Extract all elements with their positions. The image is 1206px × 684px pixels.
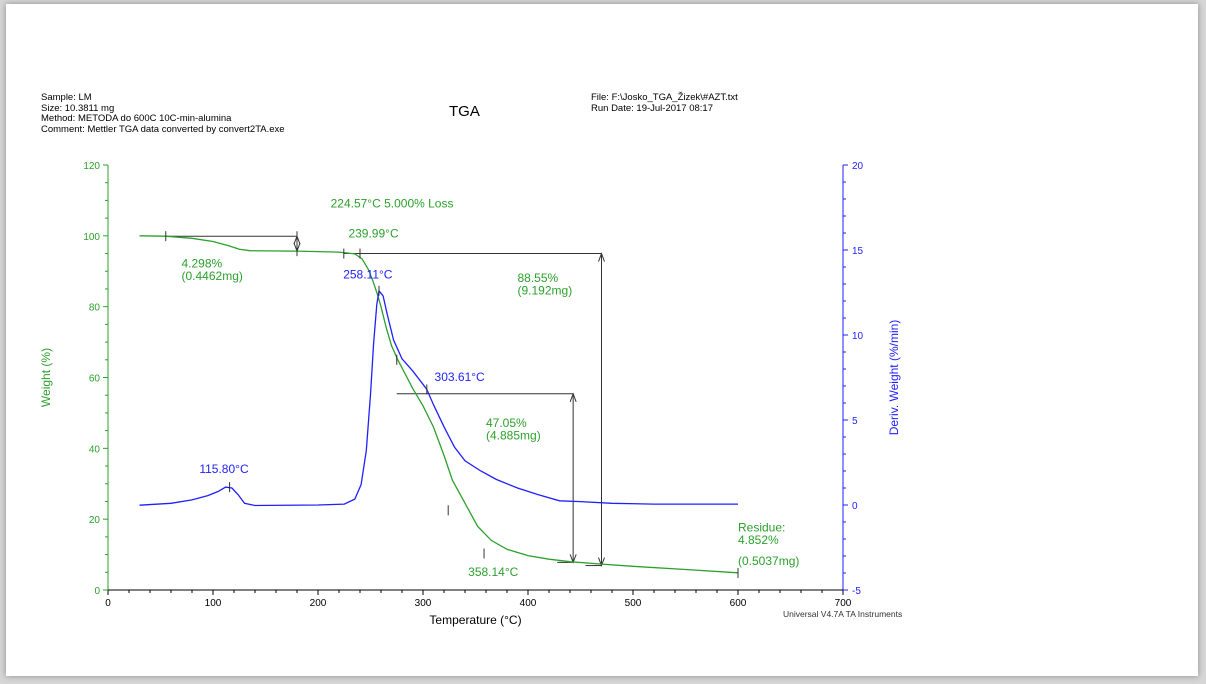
x-tick-label: 0 — [105, 598, 111, 609]
y-right-tick-label: 5 — [852, 416, 858, 427]
annotation-label: 88.55% — [518, 271, 559, 285]
annotation-label: 4.852% — [738, 533, 779, 547]
y-left-tick-label: 60 — [89, 374, 101, 385]
x-tick-label: 200 — [310, 598, 327, 609]
x-tick-label: 400 — [520, 598, 537, 609]
annotation-label: (0.5037mg) — [738, 554, 799, 568]
y-left-tick-label: 100 — [83, 232, 100, 243]
method-label: Method: METODA do 600C 10C-min-alumina — [41, 113, 232, 124]
y-right-tick-label: 0 — [852, 501, 858, 512]
y-left-tick-label: 40 — [89, 444, 101, 455]
annotation-label: 4.298% — [182, 257, 223, 271]
file-label: File: F:\Josko_TGA_Žizek\#AZT.txt — [591, 92, 738, 103]
y-left-tick-label: 120 — [83, 161, 100, 172]
x-tick-label: 600 — [730, 598, 747, 609]
size-label: Size: 10.3811 mg — [41, 102, 115, 114]
file-info: File: F:\Josko_TGA_Žizek\#AZT.txt Run Da… — [591, 92, 738, 114]
y-right-tick-label: -5 — [852, 586, 861, 597]
sample-info: Sample: LM Size: 10.3811 mg Method: METO… — [41, 92, 285, 135]
sample-label: Sample: LM — [41, 92, 92, 103]
x-tick-label: 100 — [205, 598, 222, 609]
annotation-label: 358.14°C — [468, 565, 519, 579]
step-arrow-down — [598, 557, 605, 567]
y-left-tick-label: 0 — [94, 586, 100, 597]
run-date-label: Run Date: 19-Jul-2017 08:17 — [591, 102, 713, 114]
x-tick-label: 500 — [625, 598, 642, 609]
annotation-label: 239.99°C — [348, 227, 399, 241]
y-right-tick-label: 15 — [852, 246, 864, 257]
instrument-footer: Universal V4.7A TA Instruments — [783, 609, 903, 619]
annotation-label: 115.80°C — [199, 462, 249, 476]
annotation-label: Residue: — [738, 521, 785, 535]
x-tick-label: 300 — [415, 598, 432, 609]
annotation-label: 47.05% — [486, 416, 527, 430]
step-arrow-up — [569, 392, 577, 402]
x-axis-label: Temperature (°C) — [429, 613, 521, 627]
annotation-label: 224.57°C 5.000% Loss — [331, 197, 454, 211]
y-left-axis-label: Weight (%) — [39, 348, 53, 407]
annotation-label: (0.4462mg) — [182, 269, 243, 283]
step-arrow-up — [598, 252, 605, 262]
annotation-label: 303.61°C — [435, 370, 486, 384]
y-right-tick-label: 20 — [852, 161, 864, 172]
deriv-weight-curve — [139, 289, 738, 507]
y-right-axis-label: Deriv. Weight (%/min) — [887, 320, 901, 436]
y-left-tick-label: 80 — [89, 303, 101, 314]
y-left-tick-label: 20 — [89, 515, 101, 526]
x-tick-label: 700 — [835, 598, 852, 609]
chart-title: TGA — [449, 103, 480, 120]
y-right-tick-label: 10 — [852, 331, 864, 342]
annotation-label: (4.885mg) — [486, 428, 541, 442]
weight-curve — [139, 235, 739, 574]
annotation-label: (9.192mg) — [518, 283, 573, 297]
annotation-label: 258.11°C — [343, 267, 393, 281]
comment-label: Comment: Mettler TGA data converted by c… — [41, 123, 285, 135]
